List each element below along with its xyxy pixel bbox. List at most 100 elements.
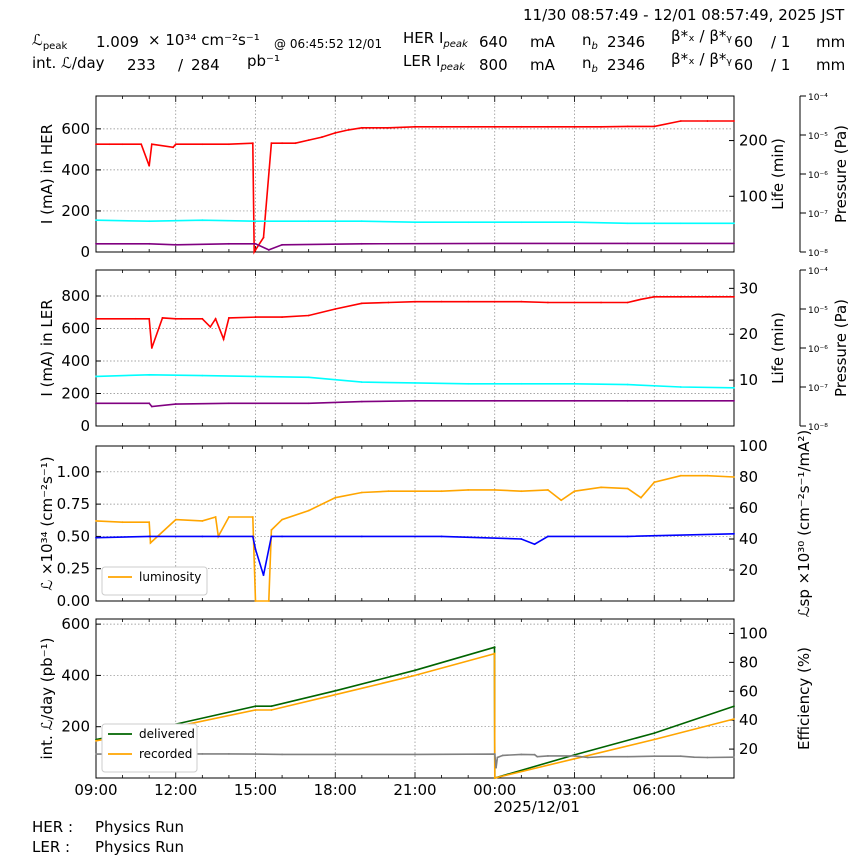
data-point: [626, 222, 629, 225]
y2-tick-label: 30: [739, 279, 758, 297]
data-point: [467, 125, 470, 128]
data-point: [201, 520, 204, 522]
data-point: [201, 317, 204, 320]
data-point: [281, 535, 283, 538]
data-point: [254, 600, 257, 602]
data-point: [174, 143, 177, 146]
data-point: [148, 164, 151, 167]
data-point: [573, 757, 576, 760]
y-tick-label: 200: [61, 718, 90, 736]
data-point: [281, 142, 283, 145]
data-point: [520, 382, 523, 385]
data-point: [148, 402, 151, 405]
data-point: [520, 125, 523, 128]
data-point: [573, 221, 576, 224]
y-tick-label: 0.50: [57, 527, 90, 545]
data-point: [733, 120, 735, 122]
y-axis-label: ℒ ×10³⁴ (cm⁻²s⁻¹): [38, 456, 56, 590]
data-point: [174, 518, 177, 521]
data-point: [201, 143, 204, 146]
series-line-recorded: [95, 652, 735, 780]
data-point: [626, 535, 629, 538]
x-tick-label: 15:00: [234, 781, 277, 799]
data-point: [95, 739, 97, 742]
data-point: [586, 756, 589, 759]
ler-ipeak-unit: mA: [530, 56, 555, 74]
data-point: [493, 242, 496, 245]
data-point: [134, 317, 137, 320]
y-tick-label: 800: [61, 287, 90, 305]
data-point: [150, 347, 153, 349]
data-point: [140, 143, 143, 146]
data-point: [547, 489, 549, 491]
ler-ipeak-label: LER Ipeak: [403, 52, 465, 73]
data-point: [414, 221, 416, 224]
data-point: [360, 220, 363, 223]
ler-beta-y: / 1: [771, 56, 791, 74]
data-point: [95, 143, 97, 146]
data-point: [254, 709, 257, 711]
data-point: [467, 382, 470, 385]
y2-tick-label: 20: [739, 325, 758, 343]
data-point: [733, 532, 735, 535]
her-nb-value: 2346: [607, 33, 646, 51]
data-point: [148, 317, 151, 320]
y-tick-label: 200: [61, 385, 90, 403]
data-point: [228, 402, 230, 405]
data-point: [148, 373, 151, 376]
data-point: [334, 689, 337, 692]
x-tick-label: 00:00: [473, 781, 516, 799]
data-point: [347, 128, 350, 131]
data-point: [307, 139, 310, 142]
x-tick-label: 09:00: [74, 781, 117, 799]
y-tick-label: 400: [61, 666, 90, 684]
data-point: [493, 399, 496, 402]
ler-status-label: LER :: [32, 838, 71, 856]
data-point: [95, 536, 97, 539]
y2-tick-label: 40: [739, 711, 758, 729]
data-point: [467, 489, 470, 491]
data-point: [706, 474, 709, 477]
pressure-tick-label: 10⁻⁸: [808, 249, 828, 259]
pressure-tick-label: 10⁻⁵: [808, 132, 828, 142]
data-point: [626, 383, 629, 386]
ler-nb-label: nb: [582, 54, 598, 75]
pressure-axis-label: Pressure (Pa): [832, 125, 850, 223]
data-point: [267, 600, 270, 602]
data-point: [733, 399, 735, 402]
data-point: [262, 574, 265, 577]
data-point: [214, 516, 217, 518]
y2-axis-label: Efficiency (%): [795, 647, 813, 750]
y2-tick-label: 60: [739, 682, 758, 700]
x-tick-label: 06:00: [633, 781, 676, 799]
y2-axis-label: ℒsp ×10³⁰ (cm⁻²s⁻¹/mA²): [795, 430, 813, 618]
y-tick-label: 1.00: [57, 463, 90, 481]
pressure-tick-label: 10⁻⁴: [808, 93, 828, 103]
lpeak-value: 1.009: [96, 33, 139, 51]
y2-tick-label: 20: [739, 561, 758, 579]
data-point: [706, 756, 709, 759]
data-point: [174, 243, 177, 246]
x-tick-label: 18:00: [314, 781, 357, 799]
data-point: [307, 509, 310, 512]
data-point: [360, 535, 363, 538]
data-point: [228, 752, 230, 755]
ler-nb-value: 2346: [607, 56, 646, 74]
y-tick-label: 600: [61, 320, 90, 338]
y2-tick-label: 60: [739, 499, 758, 517]
data-point: [493, 777, 496, 779]
data-point: [95, 402, 97, 405]
y2-tick-label: 40: [739, 530, 758, 548]
data-point: [148, 535, 151, 538]
data-point: [679, 386, 682, 388]
y-axis-label: int. ℒ/day (pb⁻¹): [38, 638, 56, 760]
data-point: [254, 249, 257, 251]
data-point: [536, 755, 539, 758]
data-point: [254, 705, 257, 708]
her-status-label: HER :: [32, 818, 74, 836]
data-point: [573, 382, 576, 385]
data-point: [653, 732, 656, 735]
data-point: [547, 301, 549, 304]
data-point: [270, 535, 273, 538]
ler-status: Physics Run: [95, 838, 185, 856]
